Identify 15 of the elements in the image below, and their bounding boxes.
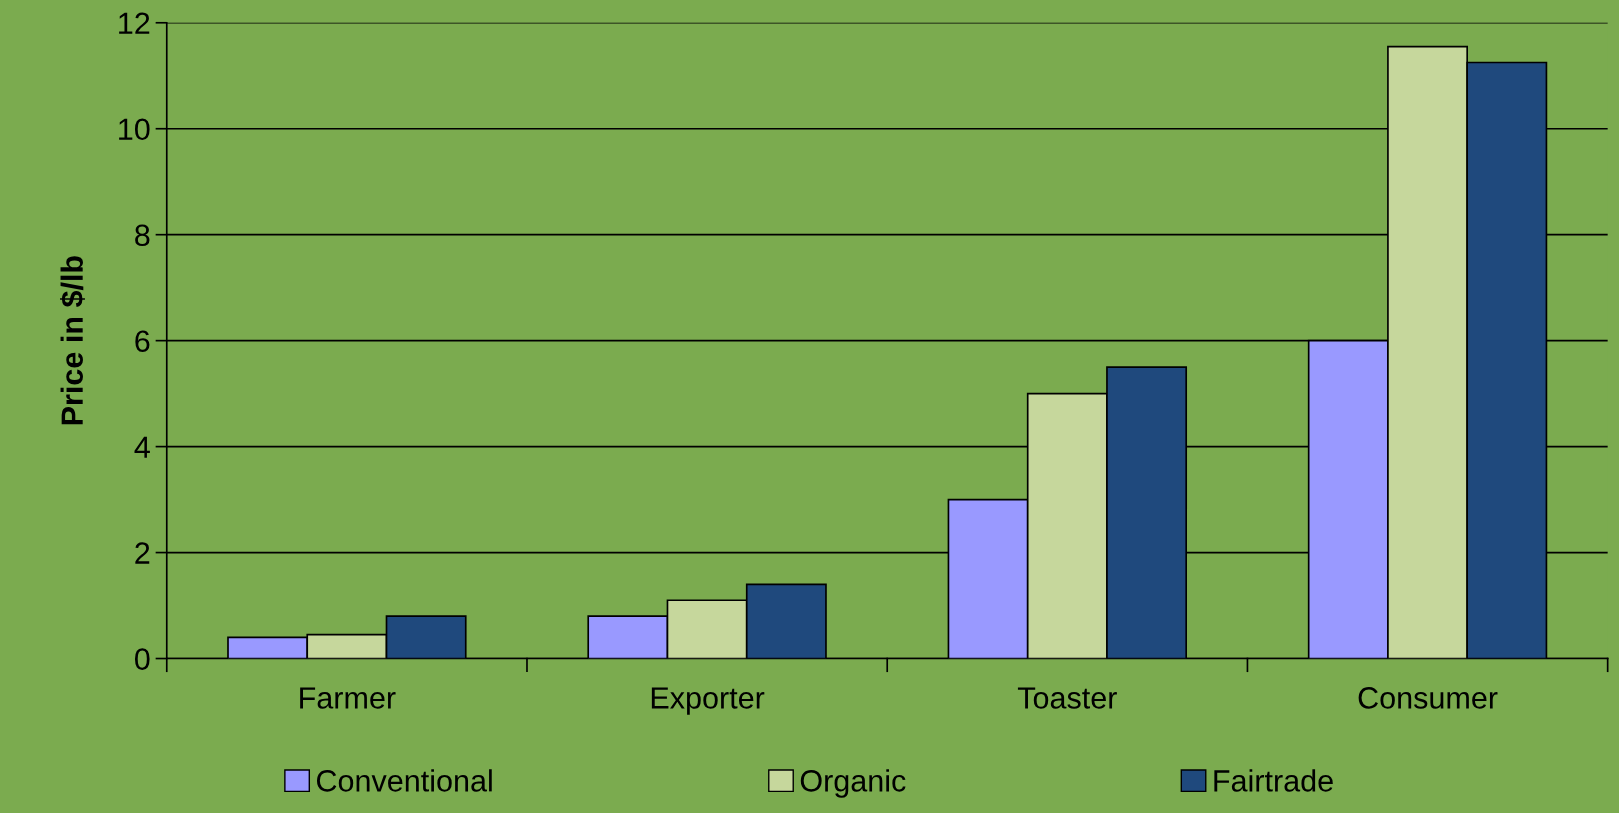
legend-label: Conventional — [316, 769, 492, 792]
x-tick-label: Exporter — [651, 687, 765, 715]
y-tick-label: 8 — [135, 224, 150, 247]
y-tick-label: 2 — [135, 542, 150, 564]
x-tick-label: Consumer — [1358, 687, 1498, 709]
y-tick-label: 0 — [134, 648, 150, 670]
y-tick-label: 12 — [119, 12, 150, 34]
x-tick-label: Farmer — [300, 687, 396, 709]
legend-label: Organic — [800, 769, 906, 798]
legend-label: Fairtrade — [1214, 769, 1333, 792]
x-tick-label: Toaster — [1017, 687, 1117, 709]
y-axis-title: Price in $/lb — [60, 256, 85, 425]
y-tick-label: 4 — [134, 436, 150, 458]
y-tick-label: 6 — [135, 330, 150, 353]
y-tick-label: 10 — [119, 118, 150, 141]
